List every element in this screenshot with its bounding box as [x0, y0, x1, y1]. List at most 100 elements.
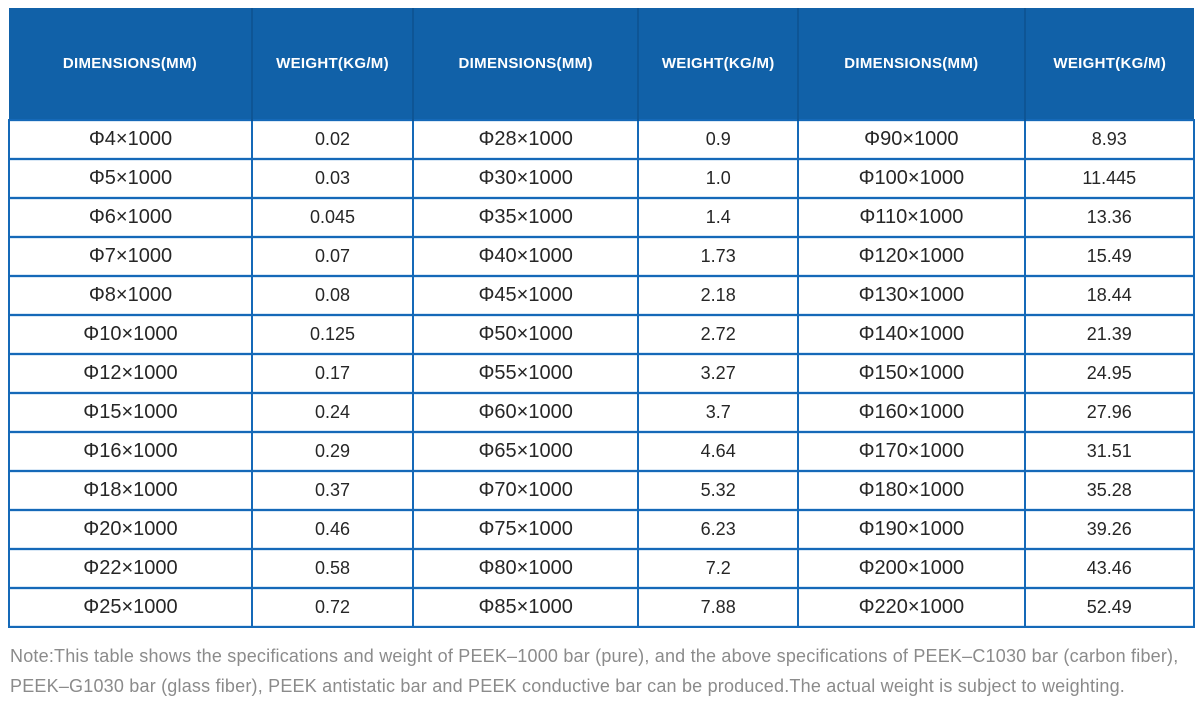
weight-cell: 0.37 [250, 470, 415, 511]
weight-cell: 7.88 [637, 587, 800, 628]
table-row: Φ6×1000 0.045 Φ35×1000 1.4 Φ110×1000 13.36 [8, 197, 1196, 238]
weight-cell: 18.44 [1023, 275, 1196, 316]
dimension-cell: Φ20×1000 [8, 509, 253, 550]
weight-cell: 0.045 [250, 197, 415, 238]
weight-cell: 0.08 [250, 275, 415, 316]
weight-cell: 1.73 [637, 236, 800, 277]
weight-cell: 0.03 [250, 158, 415, 199]
table-row: Φ10×1000 0.125 Φ50×1000 2.72 Φ140×1000 21.39 [8, 314, 1196, 355]
table-row: Φ18×1000 0.37 Φ70×1000 5.32 Φ180×1000 35.28 [8, 470, 1196, 511]
weight-cell: 0.72 [250, 587, 415, 628]
dimension-cell: Φ180×1000 [797, 470, 1026, 511]
dimension-cell: Φ90×1000 [797, 119, 1026, 160]
dimension-cell: Φ28×1000 [412, 119, 640, 160]
dimension-cell: Φ80×1000 [412, 548, 640, 589]
weight-header-3: WEIGHT(KG/M) [1023, 8, 1194, 120]
dimension-cell: Φ22×1000 [8, 548, 253, 589]
weight-cell: 35.28 [1023, 470, 1196, 511]
dimensions-header-1: DIMENSIONS(MM) [9, 8, 252, 120]
dimension-cell: Φ8×1000 [8, 275, 253, 316]
dimension-cell: Φ50×1000 [412, 314, 640, 355]
weight-cell: 2.72 [637, 314, 800, 355]
dimension-cell: Φ75×1000 [412, 509, 640, 550]
weight-cell: 13.36 [1023, 197, 1196, 238]
dimension-cell: Φ140×1000 [797, 314, 1026, 355]
dimension-cell: Φ60×1000 [412, 392, 640, 433]
dimension-cell: Φ35×1000 [412, 197, 640, 238]
weight-cell: 0.29 [250, 431, 415, 472]
dimension-cell: Φ110×1000 [797, 197, 1026, 238]
weight-cell: 0.07 [250, 236, 415, 277]
peek-bar-weight-table: DIMENSIONS(MM) WEIGHT(KG/M) DIMENSIONS(M… [8, 8, 1196, 628]
dimension-cell: Φ5×1000 [8, 158, 253, 199]
table-body: Φ4×1000 0.02 Φ28×1000 0.9 Φ90×1000 8.93 Φ5×100… [8, 119, 1196, 628]
dimension-cell: Φ120×1000 [797, 236, 1026, 277]
dimension-cell: Φ170×1000 [797, 431, 1026, 472]
weight-cell: 15.49 [1023, 236, 1196, 277]
weight-cell: 0.46 [250, 509, 415, 550]
weight-cell: 1.4 [637, 197, 800, 238]
dimension-cell: Φ18×1000 [8, 470, 253, 511]
dimension-cell: Φ150×1000 [797, 353, 1026, 394]
table-row: Φ5×1000 0.03 Φ30×1000 1.0 Φ100×1000 11.445 [8, 158, 1196, 199]
dimension-cell: Φ70×1000 [412, 470, 640, 511]
table-header: DIMENSIONS(MM) WEIGHT(KG/M) DIMENSIONS(M… [9, 8, 1194, 120]
weight-cell: 0.58 [250, 548, 415, 589]
dimension-cell: Φ30×1000 [412, 158, 640, 199]
dimension-cell: Φ130×1000 [797, 275, 1026, 316]
note-text: Note:This table shows the specifications… [10, 646, 1179, 696]
dimension-cell: Φ160×1000 [797, 392, 1026, 433]
weight-cell: 0.02 [250, 119, 415, 160]
dimension-cell: Φ55×1000 [412, 353, 640, 394]
weight-cell: 6.23 [637, 509, 800, 550]
weight-cell: 27.96 [1023, 392, 1196, 433]
weight-cell: 2.18 [637, 275, 800, 316]
dimension-cell: Φ65×1000 [412, 431, 640, 472]
table-row: Φ7×1000 0.07 Φ40×1000 1.73 Φ120×1000 15.49 [8, 236, 1196, 277]
weight-cell: 8.93 [1023, 119, 1196, 160]
weight-cell: 7.2 [637, 548, 800, 589]
table-row: Φ20×1000 0.46 Φ75×1000 6.23 Φ190×1000 39.26 [8, 509, 1196, 550]
table-row: Φ4×1000 0.02 Φ28×1000 0.9 Φ90×1000 8.93 [8, 119, 1196, 160]
table-row: Φ15×1000 0.24 Φ60×1000 3.7 Φ160×1000 27.96 [8, 392, 1196, 433]
table-row: Φ16×1000 0.29 Φ65×1000 4.64 Φ170×1000 31.51 [8, 431, 1196, 472]
weight-cell: 4.64 [637, 431, 800, 472]
dimension-cell: Φ190×1000 [797, 509, 1026, 550]
weight-cell: 0.9 [637, 119, 800, 160]
weight-cell: 0.24 [250, 392, 415, 433]
weight-cell: 5.32 [637, 470, 800, 511]
weight-cell: 3.7 [637, 392, 800, 433]
dimension-cell: Φ6×1000 [8, 197, 253, 238]
weight-cell: 39.26 [1023, 509, 1196, 550]
weight-cell: 1.0 [637, 158, 800, 199]
table-row: Φ12×1000 0.17 Φ55×1000 3.27 Φ150×1000 24.95 [8, 353, 1196, 394]
weight-cell: 0.17 [250, 353, 415, 394]
table-row: Φ8×1000 0.08 Φ45×1000 2.18 Φ130×1000 18.44 [8, 275, 1196, 316]
dimension-cell: Φ12×1000 [8, 353, 253, 394]
weight-header-2: WEIGHT(KG/M) [637, 8, 799, 120]
dimension-cell: Φ16×1000 [8, 431, 253, 472]
dimension-cell: Φ220×1000 [797, 587, 1026, 628]
dimension-cell: Φ15×1000 [8, 392, 253, 433]
weight-header-1: WEIGHT(KG/M) [250, 8, 414, 120]
dimension-cell: Φ40×1000 [412, 236, 640, 277]
weight-cell: 3.27 [637, 353, 800, 394]
dimension-cell: Φ4×1000 [8, 119, 253, 160]
weight-cell: 24.95 [1023, 353, 1196, 394]
weight-cell: 0.125 [250, 314, 415, 355]
dimension-cell: Φ7×1000 [8, 236, 253, 277]
dimension-cell: Φ45×1000 [412, 275, 640, 316]
dimension-cell: Φ100×1000 [797, 158, 1026, 199]
weight-cell: 52.49 [1023, 587, 1196, 628]
weight-cell: 31.51 [1023, 431, 1196, 472]
weight-cell: 21.39 [1023, 314, 1196, 355]
weight-cell: 43.46 [1023, 548, 1196, 589]
table-row: Φ25×1000 0.72 Φ85×1000 7.88 Φ220×1000 52.49 [8, 587, 1196, 628]
dimension-cell: Φ200×1000 [797, 548, 1026, 589]
weight-cell: 11.445 [1023, 158, 1196, 199]
dimensions-header-3: DIMENSIONS(MM) [797, 8, 1025, 120]
dimension-cell: Φ25×1000 [8, 587, 253, 628]
table-row: Φ22×1000 0.58 Φ80×1000 7.2 Φ200×1000 43.46 [8, 548, 1196, 589]
dimensions-header-2: DIMENSIONS(MM) [412, 8, 639, 120]
